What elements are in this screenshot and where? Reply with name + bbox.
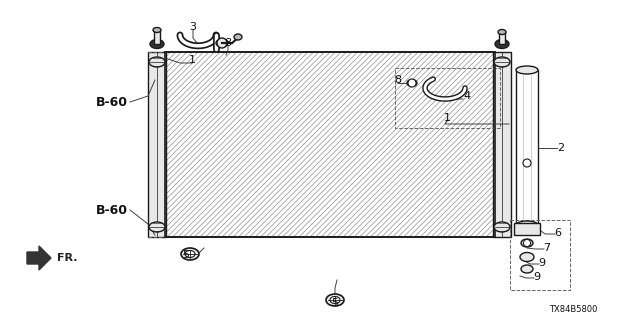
Circle shape bbox=[217, 38, 227, 48]
Ellipse shape bbox=[516, 66, 538, 74]
Ellipse shape bbox=[521, 239, 533, 247]
Circle shape bbox=[408, 79, 416, 87]
Bar bbox=[516, 70, 538, 225]
Ellipse shape bbox=[326, 294, 344, 306]
Ellipse shape bbox=[494, 57, 510, 67]
Text: 1: 1 bbox=[189, 55, 195, 65]
Text: 8: 8 bbox=[394, 75, 401, 85]
Ellipse shape bbox=[407, 79, 417, 86]
Text: 9: 9 bbox=[533, 272, 541, 282]
Bar bbox=[148, 52, 166, 237]
Ellipse shape bbox=[149, 57, 165, 67]
Circle shape bbox=[523, 159, 531, 167]
Bar bbox=[493, 52, 511, 237]
Ellipse shape bbox=[234, 34, 242, 40]
Text: B-60: B-60 bbox=[96, 95, 128, 108]
Bar bbox=[499, 32, 505, 44]
Ellipse shape bbox=[494, 222, 510, 232]
Text: 8: 8 bbox=[225, 38, 232, 48]
Bar bbox=[165, 52, 495, 237]
Text: B-60: B-60 bbox=[96, 204, 128, 217]
Text: FR.: FR. bbox=[57, 253, 77, 263]
Ellipse shape bbox=[185, 251, 195, 258]
Text: 3: 3 bbox=[189, 22, 196, 32]
Bar bbox=[514, 223, 540, 235]
Text: TX84B5800: TX84B5800 bbox=[549, 306, 597, 315]
Text: 5: 5 bbox=[182, 250, 189, 260]
Bar bbox=[154, 30, 160, 44]
Text: 2: 2 bbox=[557, 143, 564, 153]
Text: 6: 6 bbox=[554, 228, 561, 238]
Ellipse shape bbox=[149, 222, 165, 232]
Text: 4: 4 bbox=[463, 91, 470, 101]
Text: 1: 1 bbox=[444, 113, 451, 123]
Ellipse shape bbox=[498, 29, 506, 35]
Polygon shape bbox=[27, 246, 51, 270]
Ellipse shape bbox=[153, 28, 161, 33]
Ellipse shape bbox=[181, 248, 199, 260]
Ellipse shape bbox=[216, 39, 228, 47]
Ellipse shape bbox=[521, 265, 533, 273]
Ellipse shape bbox=[495, 39, 509, 49]
Text: 5: 5 bbox=[332, 298, 339, 308]
Text: 7: 7 bbox=[543, 243, 550, 253]
Text: 9: 9 bbox=[538, 258, 545, 268]
Circle shape bbox=[524, 239, 531, 246]
Ellipse shape bbox=[516, 221, 538, 229]
Ellipse shape bbox=[150, 39, 164, 49]
Ellipse shape bbox=[520, 252, 534, 261]
Ellipse shape bbox=[330, 297, 340, 303]
Bar bbox=[165, 52, 495, 237]
